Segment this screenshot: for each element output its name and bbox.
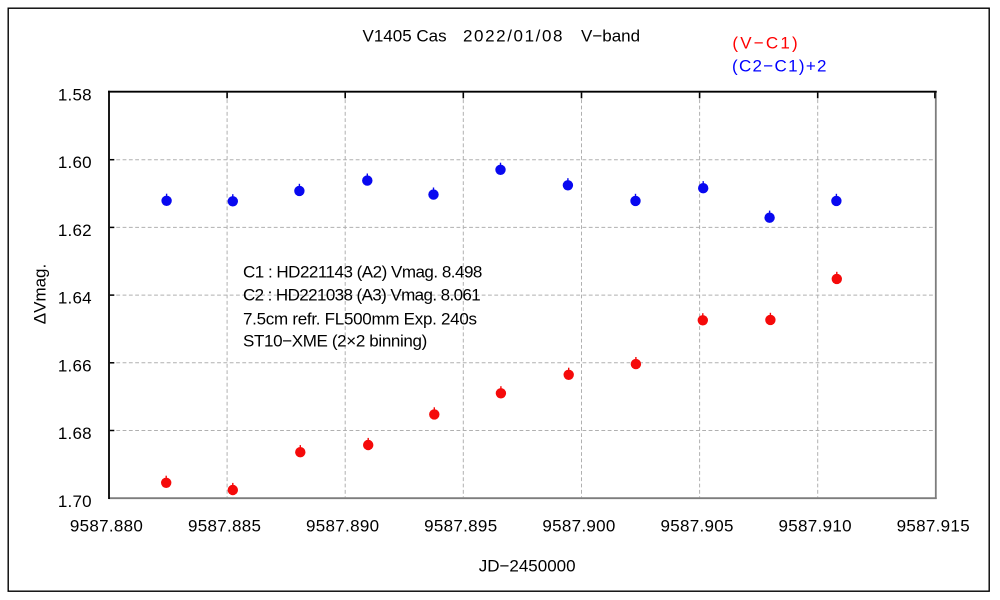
svg-text:1.60: 1.60: [58, 153, 92, 172]
svg-text:1.62: 1.62: [58, 221, 92, 240]
svg-text:1.66: 1.66: [58, 356, 92, 375]
svg-text:V−band: V−band: [581, 27, 640, 46]
svg-text:C2 : HD221038 (A3) Vmag. 8.061: C2 : HD221038 (A3) Vmag. 8.061: [243, 286, 480, 305]
svg-text:V1405 Cas: V1405 Cas: [363, 27, 447, 46]
svg-text:JD−2450000: JD−2450000: [479, 556, 576, 575]
svg-text:1.58: 1.58: [58, 85, 92, 104]
svg-text:9587.890: 9587.890: [306, 517, 379, 536]
svg-text:9587.900: 9587.900: [542, 517, 615, 536]
svg-text:1.68: 1.68: [58, 424, 92, 443]
svg-text:(V−C1): (V−C1): [732, 33, 800, 52]
svg-text:7.5cm refr. FL500mm Exp. 240s: 7.5cm refr. FL500mm Exp. 240s: [243, 309, 477, 328]
svg-text:ST10−XME (2×2 binning): ST10−XME (2×2 binning): [243, 332, 427, 351]
svg-text:9587.895: 9587.895: [424, 517, 497, 536]
svg-text:9587.880: 9587.880: [70, 517, 143, 536]
svg-text:9587.910: 9587.910: [779, 517, 852, 536]
svg-text:2022/01/08: 2022/01/08: [463, 27, 564, 46]
svg-text:1.64: 1.64: [58, 289, 92, 308]
svg-text:9587.905: 9587.905: [660, 517, 733, 536]
svg-text:1.70: 1.70: [58, 492, 92, 511]
svg-text:C1 : HD221143 (A2) Vmag. 8.498: C1 : HD221143 (A2) Vmag. 8.498: [243, 262, 482, 281]
svg-text:9587.885: 9587.885: [188, 517, 261, 536]
svg-text:9587.915: 9587.915: [897, 517, 970, 536]
svg-text:(C2−C1)+2: (C2−C1)+2: [732, 56, 828, 75]
svg-text:ΔVmag.: ΔVmag.: [30, 264, 49, 325]
